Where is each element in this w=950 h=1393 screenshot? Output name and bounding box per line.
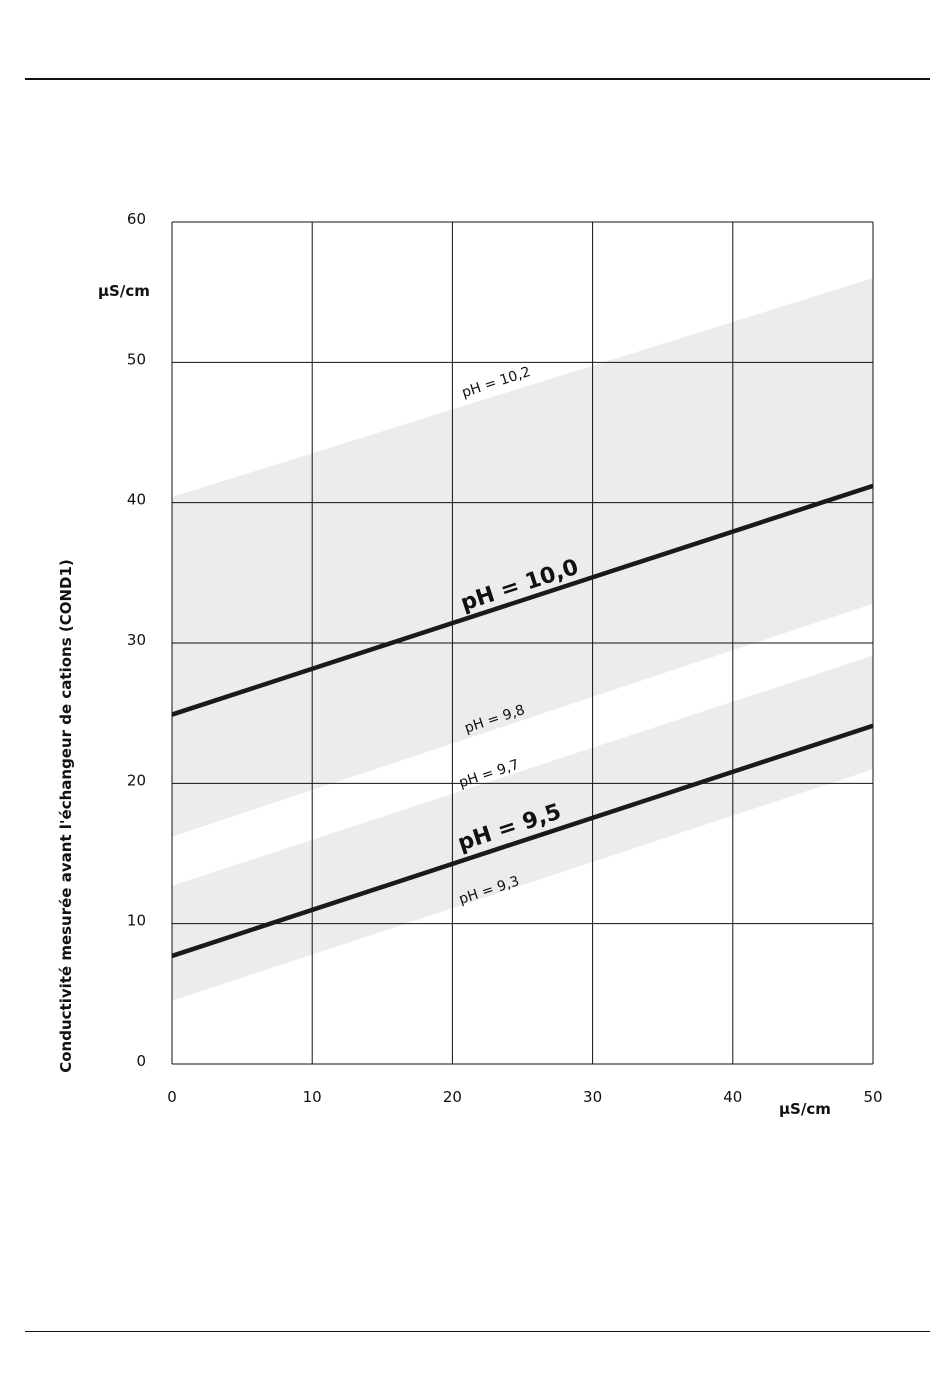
ph-band-0 — [172, 278, 873, 837]
y-tick-label: 40 — [127, 491, 146, 509]
y-axis-title: Conductivité mesurée avant l'échangeur d… — [57, 559, 75, 1073]
series-line-1 — [171, 723, 874, 959]
top-rule — [25, 78, 930, 80]
x-axis-label: µS/cm — [779, 1100, 831, 1118]
x-tick-label: 10 — [303, 1088, 322, 1106]
x-tick-label: 0 — [167, 1088, 177, 1106]
bottom-rule — [25, 1331, 930, 1332]
x-tick-label: 20 — [443, 1088, 462, 1106]
ph-bands — [172, 278, 873, 1001]
ph-band-1 — [172, 655, 873, 1001]
series-lines — [171, 483, 874, 959]
y-tick-label: 30 — [127, 631, 146, 649]
y-tick-label: 60 — [127, 210, 146, 228]
y-tick-label: 50 — [127, 350, 146, 368]
y-tick-label: 20 — [127, 771, 146, 789]
y-tick-label: 10 — [127, 912, 146, 930]
x-tick-label: 30 — [583, 1088, 602, 1106]
grid — [171, 221, 874, 1065]
y-tick-label: 0 — [136, 1052, 146, 1070]
y-unit-label: µS/cm — [98, 282, 150, 300]
series-line-0 — [171, 483, 874, 717]
x-tick-label: 50 — [863, 1088, 882, 1106]
tick-labels: 0 10 20 30 40 50 60 0 10 20 30 40 50 — [127, 210, 883, 1106]
x-tick-label: 40 — [723, 1088, 742, 1106]
